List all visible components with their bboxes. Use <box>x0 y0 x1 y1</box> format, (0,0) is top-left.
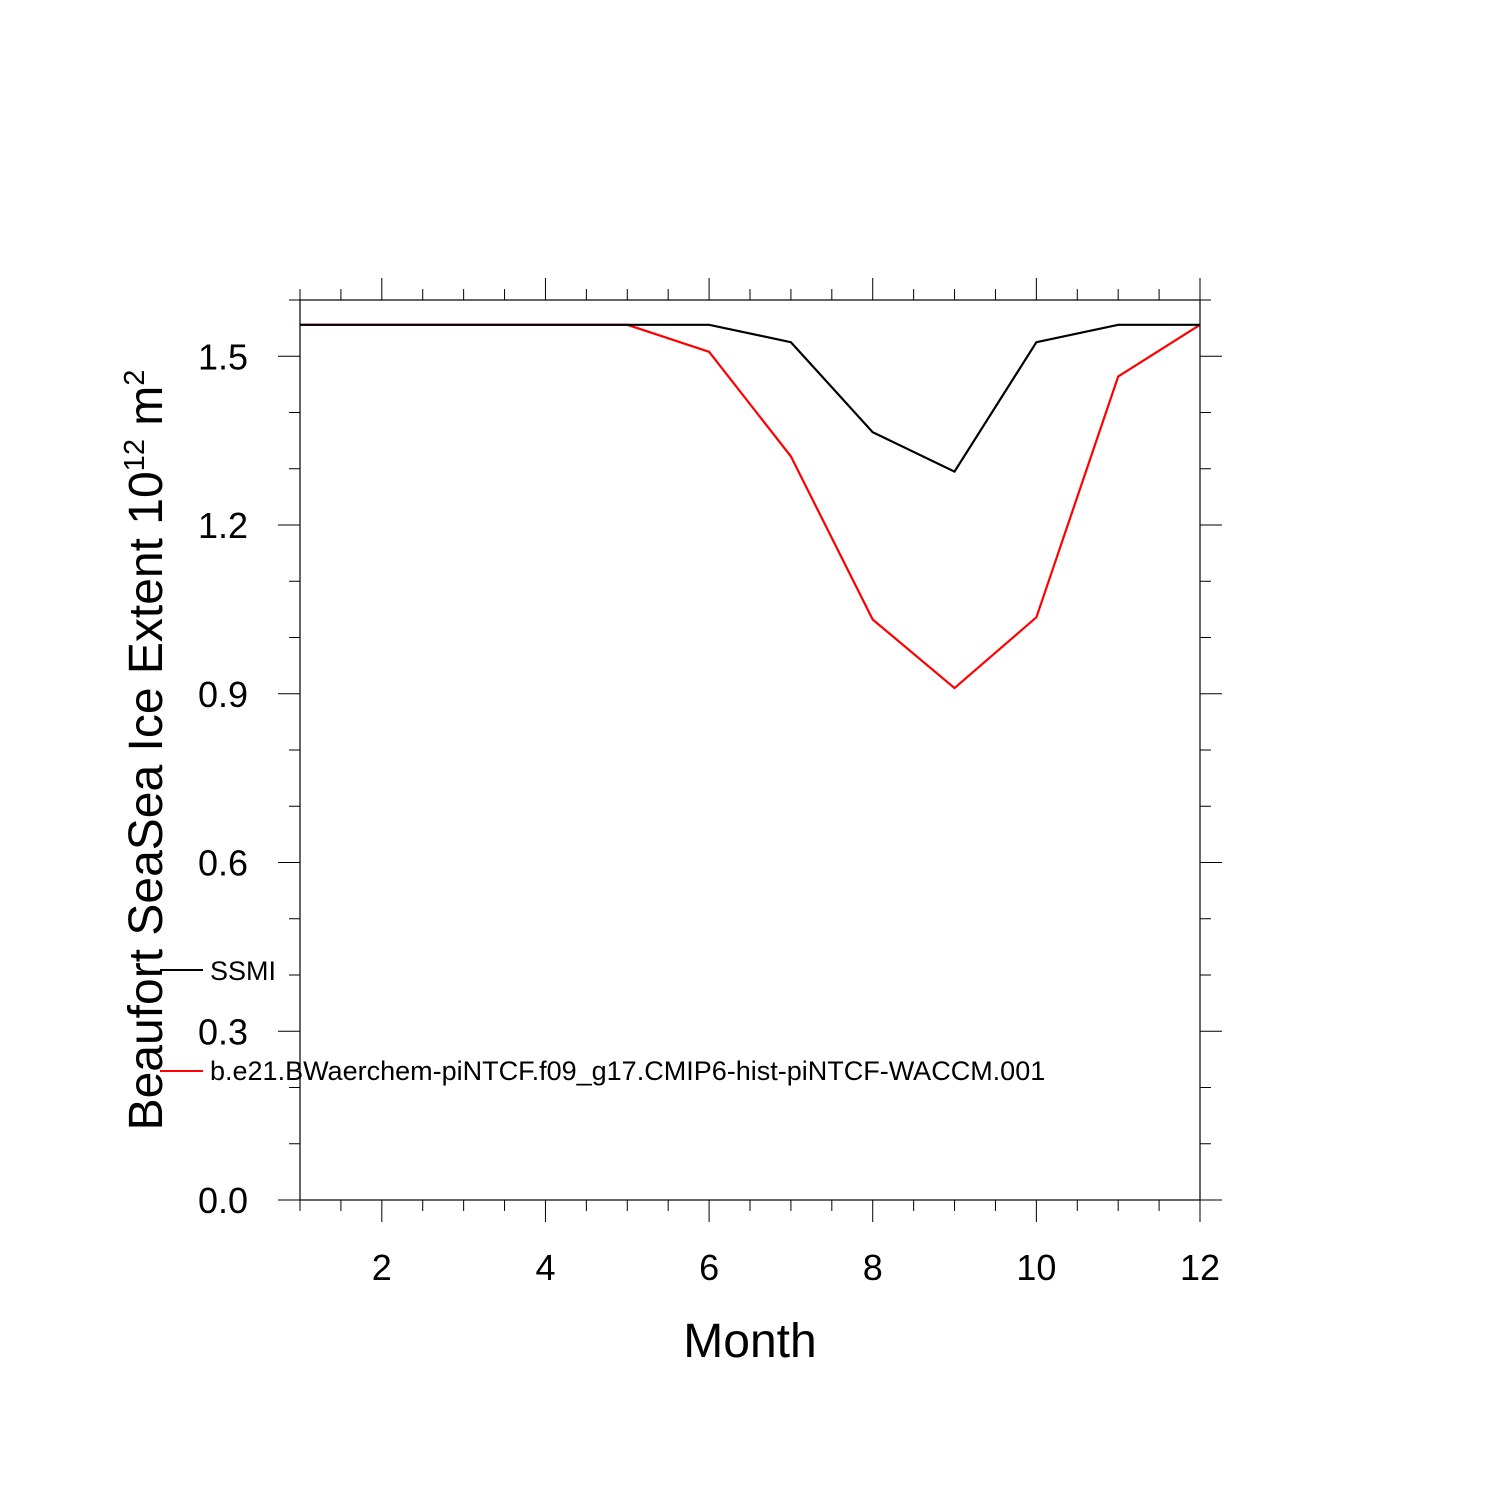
series-lines <box>300 323 1201 690</box>
y-axis-title-exponent: 12 <box>119 439 151 471</box>
legend-label-model: b.e21.BWaerchem-piNTCF.f09_g17.CMIP6-his… <box>210 1056 1045 1086</box>
plot-area-frame <box>299 299 1201 1201</box>
x-tick-label: 12 <box>1180 1247 1220 1288</box>
x-tick-label: 8 <box>863 1247 883 1288</box>
y-tick-label: 0.9 <box>198 674 248 715</box>
tick-marks <box>278 278 1222 1222</box>
y-tick-label: 0.0 <box>198 1180 248 1221</box>
legend: SSMI b.e21.BWaerchem-piNTCF.f09_g17.CMIP… <box>160 956 1045 1086</box>
y-tick-label: 1.2 <box>198 505 248 546</box>
tick-labels: 2 4 6 8 10 12 0.0 0.3 0.6 0.9 1.2 1.5 <box>198 336 1220 1288</box>
y-axis-title-unit-exponent: 2 <box>119 370 151 386</box>
y-axis-title: Beaufort SeaSea Ice Extent 1012 m2 <box>119 370 173 1131</box>
series-line-ssmi <box>300 323 1200 474</box>
x-tick-label: 4 <box>535 1247 555 1288</box>
legend-label-ssmi: SSMI <box>210 956 276 986</box>
x-axis-title: Month <box>683 1315 816 1368</box>
y-tick-label: 0.6 <box>198 843 248 884</box>
y-axis-title-unit: m <box>120 386 173 439</box>
y-tick-label: 1.5 <box>198 336 248 377</box>
x-tick-label: 10 <box>1016 1247 1056 1288</box>
x-tick-label: 6 <box>699 1247 719 1288</box>
series-line-model <box>300 323 1201 690</box>
y-tick-label: 0.3 <box>198 1011 248 1052</box>
x-tick-label: 2 <box>372 1247 392 1288</box>
y-axis-title-main: Beaufort SeaSea Ice Extent 10 <box>120 471 173 1130</box>
